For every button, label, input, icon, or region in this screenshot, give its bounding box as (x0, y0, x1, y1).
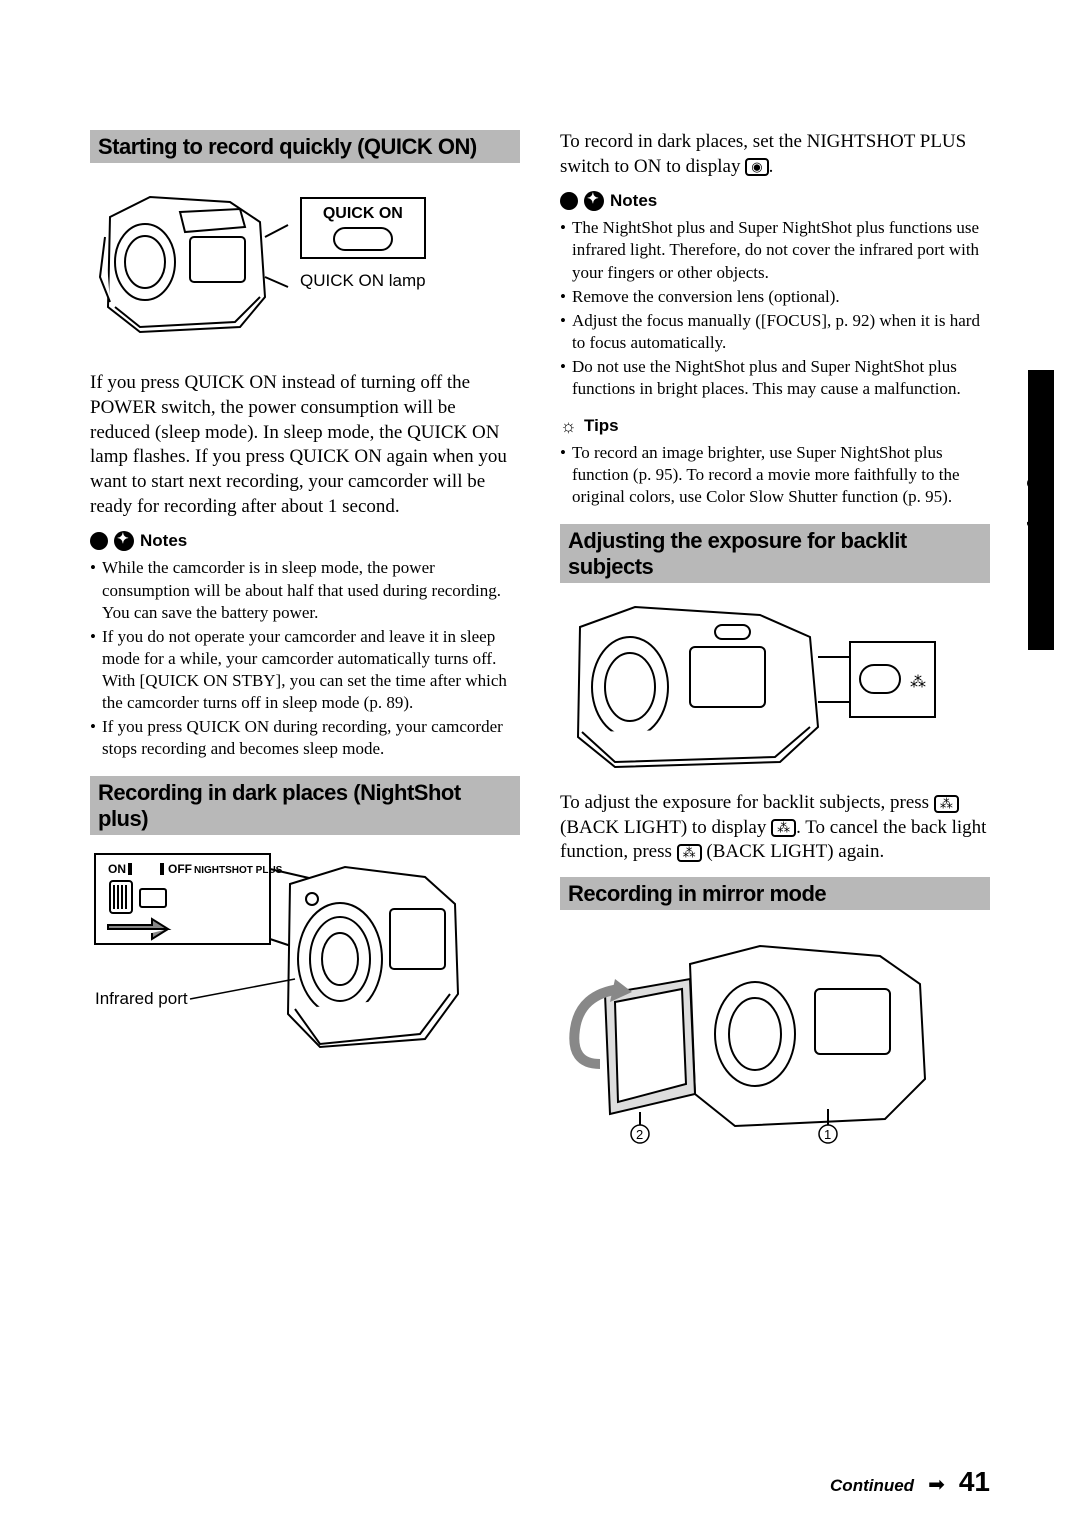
notes-list-nightshot: The NightShot plus and Super NightShot p… (560, 217, 990, 400)
notes-label: Notes (140, 531, 187, 551)
arrow-right-icon: ➡ (928, 1472, 945, 1497)
right-column: To record in dark places, set the NIGHTS… (560, 130, 990, 1149)
page-number: 41 (959, 1466, 990, 1498)
note-item: Do not use the NightShot plus and Super … (560, 356, 990, 400)
backlit-body: To adjust the exposure for backlit subje… (560, 791, 990, 865)
note-item: While the camcorder is in sleep mode, th… (90, 557, 520, 623)
backlight-icon: ⁂ (677, 844, 702, 862)
tips-lightbulb-icon: ☼ (560, 417, 578, 435)
backlight-icon: ⁂ (934, 795, 959, 813)
backlit-text-1: To adjust the exposure for backlit subje… (560, 792, 934, 813)
note-item: If you do not operate your camcorder and… (90, 626, 520, 714)
section-header-mirror: Recording in mirror mode (560, 877, 990, 910)
svg-text:1: 1 (824, 1127, 831, 1142)
svg-text:OFF: OFF (168, 862, 192, 876)
button-shape-icon (333, 227, 393, 251)
tips-list: To record an image brighter, use Super N… (560, 442, 990, 508)
notes-list-quick-on: While the camcorder is in sleep mode, th… (90, 557, 520, 760)
note-item: The NightShot plus and Super NightShot p… (560, 217, 990, 283)
svg-text:2: 2 (636, 1127, 643, 1142)
mirror-mode-diagram: 1 2 (560, 934, 940, 1144)
tip-item: To record an image brighter, use Super N… (560, 442, 990, 508)
note-item: Adjust the focus manually ([FOCUS], p. 9… (560, 310, 990, 354)
note-item: Remove the conversion lens (optional). (560, 286, 990, 308)
backlight-icon: ⁂ (771, 819, 796, 837)
svg-text:Infrared port: Infrared port (95, 989, 188, 1008)
backlit-diagram: ⁂ (560, 597, 940, 772)
section-header-nightshot: Recording in dark places (NightShot plus… (90, 776, 520, 835)
section-header-backlit: Adjusting the exposure for backlit subje… (560, 524, 990, 583)
quick-on-label-text: QUICK ON (323, 205, 403, 222)
intro-text-2: . (769, 156, 774, 177)
nightshot-intro: To record in dark places, set the NIGHTS… (560, 130, 990, 179)
side-section-label: Recording/Playback (1026, 400, 1047, 572)
quick-on-body: If you press QUICK ON instead of turning… (90, 371, 520, 519)
svg-text:⁂: ⁂ (910, 674, 926, 691)
eye-icon: ◉ (745, 158, 768, 176)
backlit-text-4: (BACK LIGHT) again. (702, 841, 885, 862)
tips-header: ☼ Tips (560, 416, 990, 436)
continued-label: Continued (830, 1476, 914, 1496)
left-column: Starting to record quickly (QUICK ON) (90, 130, 520, 1149)
notes-header-right: Notes (560, 191, 990, 211)
notes-icon (584, 191, 604, 211)
svg-text:NIGHTSHOT PLUS: NIGHTSHOT PLUS (194, 865, 283, 876)
section-header-quick-on: Starting to record quickly (QUICK ON) (90, 130, 520, 163)
note-item: If you press QUICK ON during recording, … (90, 716, 520, 760)
notes-label: Notes (610, 191, 657, 211)
svg-text:ON: ON (108, 862, 126, 876)
camera-illustration-icon (90, 177, 290, 357)
quick-on-diagram: QUICK ON QUICK ON lamp (90, 177, 520, 357)
notes-icon (114, 531, 134, 551)
quick-on-label-box: QUICK ON (300, 197, 426, 259)
notes-header: Notes (90, 531, 520, 551)
quick-on-lamp-label: QUICK ON lamp (300, 271, 426, 291)
backlit-text-2: (BACK LIGHT) to display (560, 817, 771, 838)
two-column-layout: Starting to record quickly (QUICK ON) (90, 130, 990, 1149)
nightshot-diagram: ON OFF NIGHTSHOT PLUS (90, 849, 470, 1064)
page-footer: Continued ➡ 41 (830, 1466, 990, 1498)
tips-label: Tips (584, 416, 619, 436)
